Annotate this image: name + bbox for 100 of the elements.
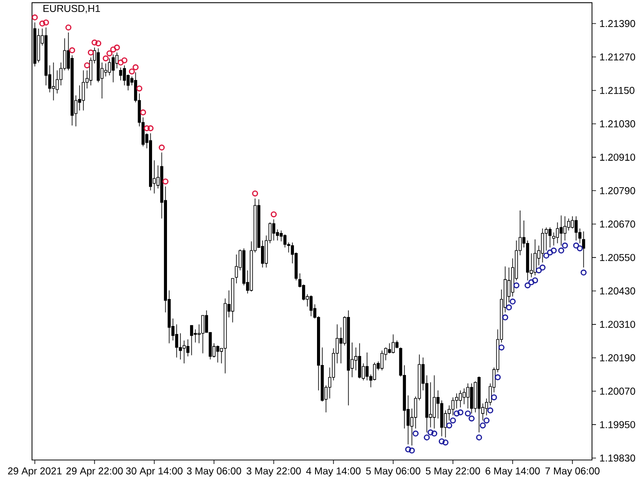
point [438,438,445,444]
point [454,410,460,416]
point [136,85,142,92]
point [480,422,486,428]
point [424,434,430,440]
point [528,279,534,286]
point [405,446,412,452]
point [573,242,580,249]
point [576,245,583,252]
point [118,60,124,66]
candlestick [451,397,454,416]
point [95,40,102,46]
candlestick [283,234,286,248]
candlestick [272,219,276,241]
x-tick-label: 3 May 22:00 [246,467,301,476]
candlestick [574,216,578,241]
candlestick [366,352,369,381]
y-tick-label: 1.21150 [600,86,634,94]
x-tick-label: 5 May 22:00 [426,467,480,476]
point [148,125,154,132]
point [524,282,531,288]
y-tick-label: 1.20070 [600,388,636,395]
point [498,344,504,350]
candlestick [388,342,391,354]
candlestick [373,362,376,381]
candlestick [52,62,55,101]
x-tick-label: 7 May 06:00 [545,467,600,476]
candlestick [186,339,190,357]
point [484,417,490,424]
point [562,242,568,249]
candlestick [78,85,82,111]
point [65,24,72,30]
candlestick [280,230,283,242]
candlestick [358,342,362,379]
candlestick [234,254,238,284]
candlestick [432,374,436,429]
point [121,57,128,64]
candlestick [563,216,566,241]
y-tick-label: 1.20790 [600,187,636,194]
point [510,298,516,305]
point [39,20,46,27]
point [446,422,452,428]
candlestick [82,70,85,111]
candlestick [458,390,462,408]
y-tick-label: 1.21270 [600,53,636,61]
point [536,267,542,274]
candlestick [182,340,186,364]
candlestick [122,65,126,86]
candlestick [462,388,466,405]
candlestick [392,334,395,354]
candlestick [216,345,220,363]
x-tick-label: 30 Apr 14:00 [126,467,182,476]
point [412,430,419,437]
point [532,277,538,284]
point [464,410,471,416]
point [457,409,464,416]
point [106,50,112,56]
candlestick [429,382,432,428]
candlestick [108,58,111,76]
point [540,264,546,271]
candlestick [570,216,574,229]
candlestick [541,228,544,263]
point [550,248,557,254]
candlestick [534,239,537,276]
point [476,434,482,440]
point [543,252,550,259]
point [252,190,258,196]
candlestick [380,350,384,371]
point [132,64,139,70]
candlestick [582,231,586,268]
point [506,304,512,310]
y-tick-label: 1.20550 [600,254,636,262]
point [128,68,135,74]
y-tick-label: 1.20310 [600,320,636,328]
x-tick-label: 29 Apr 2021 [8,467,62,476]
point [580,270,587,276]
point [502,314,508,320]
point [547,250,553,256]
candlestick [470,383,474,414]
y-tick-label: 1.21030 [600,120,636,128]
x-tick-label: 5 May 06:00 [366,467,420,476]
y-tick-label: 1.19950 [600,421,636,428]
point [158,144,165,150]
point [270,211,277,218]
x-tick-label: 6 May 14:00 [486,467,540,476]
point [450,417,456,424]
candlestick [560,215,563,246]
candlestick [104,63,108,77]
candlestick [115,52,118,69]
point [92,39,98,46]
candlestick [201,315,204,354]
y-tick-label: 1.20670 [600,220,636,228]
point [88,50,94,56]
x-tick-label: 3 May 06:00 [186,467,242,476]
point [494,374,501,380]
point [428,429,434,436]
point [110,46,116,52]
point [144,125,150,132]
candlestick [548,227,552,248]
point [114,44,120,51]
